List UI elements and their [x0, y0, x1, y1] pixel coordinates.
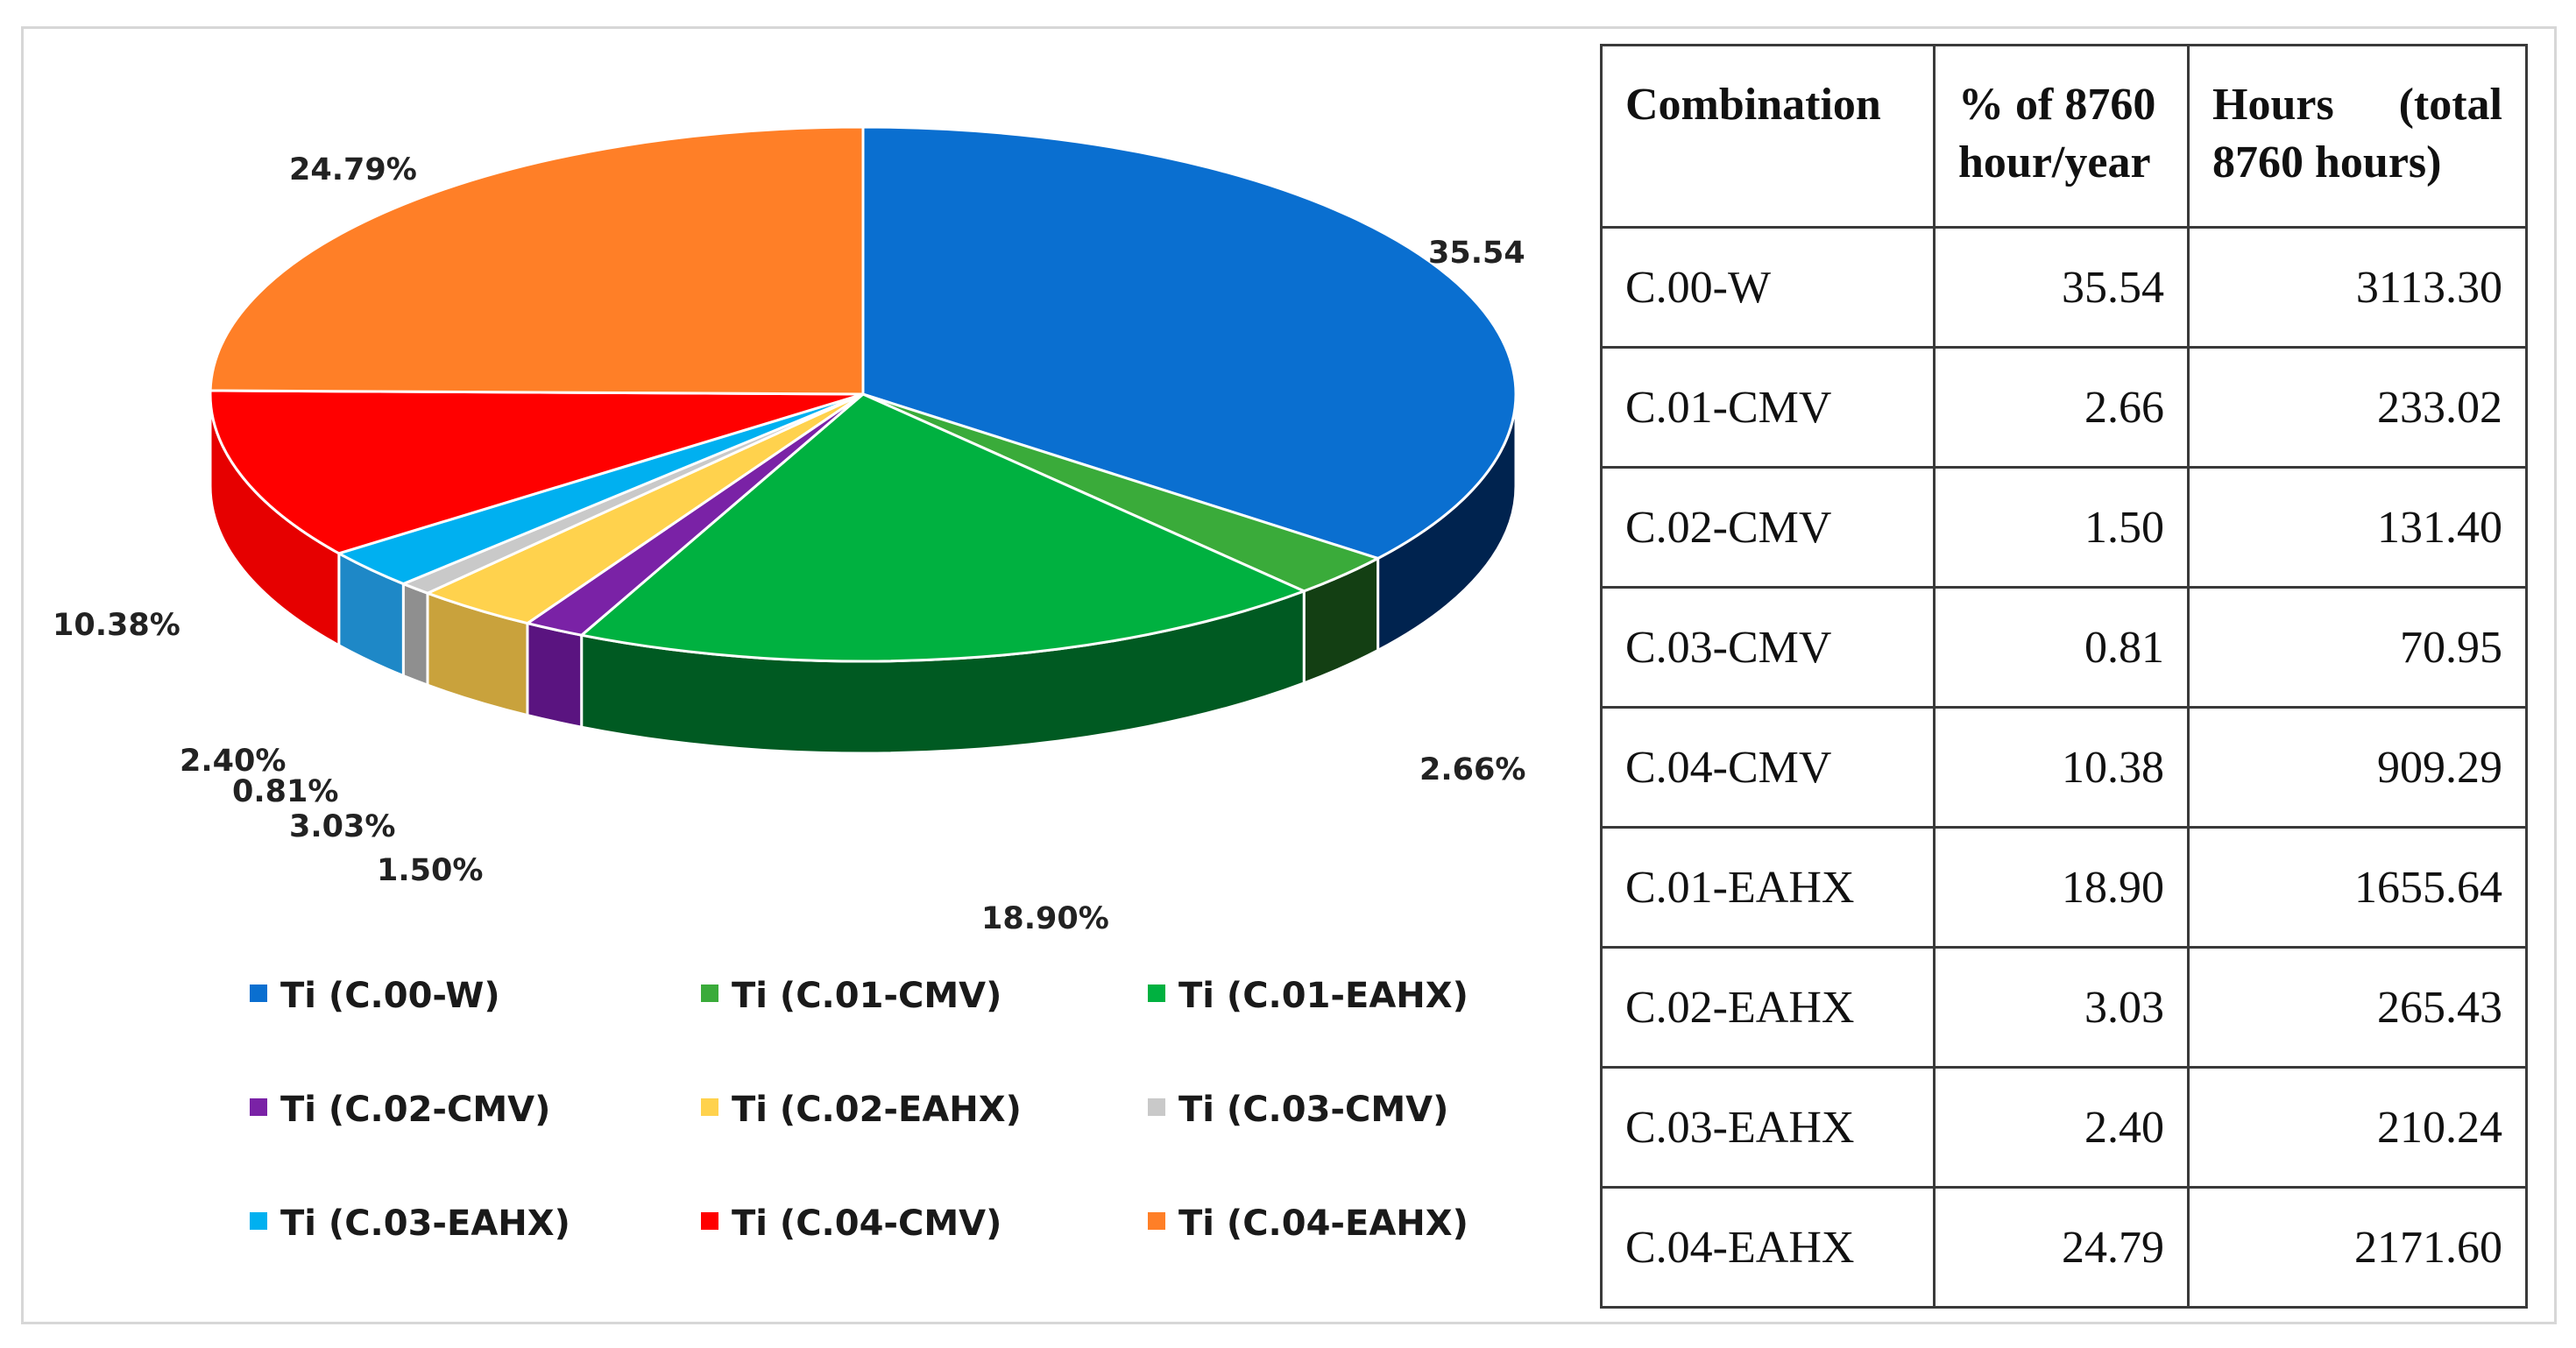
legend-swatch-ti-c-04-eahx	[1148, 1212, 1165, 1230]
pie-slice-ti-c-00-w	[861, 125, 1518, 560]
cell-percent: 18.90	[1933, 826, 2190, 949]
cell-combination: C.02-EAHX	[1600, 946, 1936, 1069]
table-row: C.04-CMV 10.38 909.29	[1600, 706, 2528, 829]
data-table: Combination % of 8760 hour/year Hours (t…	[1600, 44, 2528, 1309]
cell-percent: 3.03	[1933, 946, 2190, 1069]
cell-hours: 2171.60	[2187, 1186, 2528, 1309]
cell-combination: C.00-W	[1600, 226, 1936, 349]
cell-combination: C.04-CMV	[1600, 706, 1936, 829]
cell-percent: 24.79	[1933, 1186, 2190, 1309]
pie-side-ti-c-03-cmv	[401, 582, 429, 688]
cell-hours: 210.24	[2187, 1066, 2528, 1189]
legend-label-ti-c-00-w: Ti (C.00-W)	[280, 976, 500, 1016]
cell-percent: 2.40	[1933, 1066, 2190, 1189]
cell-combination: C.03-EAHX	[1600, 1066, 1936, 1189]
data-label-ti-c-02-eahx: 3.03%	[289, 809, 395, 844]
legend-swatch-ti-c-00-w	[250, 985, 267, 1002]
pie-sides	[209, 393, 1518, 755]
header-combination: Combination	[1600, 44, 1936, 229]
legend-label-ti-c-03-eahx: Ti (C.03-EAHX)	[280, 1203, 570, 1244]
pie-slice-ti-c-01-eahx	[580, 392, 1306, 663]
table-row: C.03-EAHX 2.40 210.24	[1600, 1066, 2528, 1189]
legend-label-ti-c-01-cmv: Ti (C.01-CMV)	[732, 976, 1001, 1016]
cell-hours: 70.95	[2187, 586, 2528, 709]
data-label-ti-c-03-cmv: 0.81%	[232, 774, 338, 809]
table-row: C.01-CMV 2.66 233.02	[1600, 346, 2528, 469]
table-header-row: Combination % of 8760 hour/year Hours (t…	[1600, 44, 2528, 229]
data-label-ti-c-03-eahx: 2.40%	[180, 744, 286, 779]
legend-swatch-ti-c-03-cmv	[1148, 1098, 1165, 1116]
pie-slice-ti-c-04-eahx	[209, 125, 865, 396]
table-row: C.00-W 35.54 3113.30	[1600, 226, 2528, 349]
legend-swatch-ti-c-03-eahx	[250, 1212, 267, 1230]
data-label-ti-c-04-cmv: 10.38%	[53, 608, 180, 643]
legend-swatch-ti-c-04-cmv	[701, 1212, 718, 1230]
legend-label-ti-c-04-eahx: Ti (C.04-EAHX)	[1178, 1203, 1468, 1244]
cell-combination: C.03-CMV	[1600, 586, 1936, 709]
cell-hours: 3113.30	[2187, 226, 2528, 349]
cell-hours: 1655.64	[2187, 826, 2528, 949]
cell-percent: 0.81	[1933, 586, 2190, 709]
table-row: C.01-EAHX 18.90 1655.64	[1600, 826, 2528, 949]
header-hours: Hours (total 8760 hours)	[2187, 44, 2528, 229]
legend-label-ti-c-01-eahx: Ti (C.01-EAHX)	[1178, 976, 1468, 1016]
legend-swatch-ti-c-02-cmv	[250, 1098, 267, 1116]
pie-legend: Ti (C.00-W) Ti (C.01-CMV) Ti (C.01-EAHX) Ti…	[250, 976, 1468, 1244]
data-label-ti-c-01-cmv: 2.66%	[1419, 752, 1525, 787]
legend-label-ti-c-02-cmv: Ti (C.02-CMV)	[280, 1090, 550, 1130]
cell-hours: 233.02	[2187, 346, 2528, 469]
cell-combination: C.04-EAHX	[1600, 1186, 1936, 1309]
table-row: C.02-EAHX 3.03 265.43	[1600, 946, 2528, 1069]
cell-percent: 1.50	[1933, 466, 2190, 589]
data-label-ti-c-02-cmv: 1.50%	[377, 853, 483, 888]
table-row: C.03-CMV 0.81 70.95	[1600, 586, 2528, 709]
cell-hours: 265.43	[2187, 946, 2528, 1069]
pie-labels: 35.54 2.66% 18.90% 1.50% 3.03%0.81%2.40% 10.3…	[53, 152, 1525, 936]
cell-hours: 131.40	[2187, 466, 2528, 589]
legend-swatch-ti-c-02-eahx	[701, 1098, 718, 1116]
table-row: C.02-CMV 1.50 131.40	[1600, 466, 2528, 589]
pie-slice-ti-c-04-cmv	[209, 389, 865, 555]
legend-label-ti-c-04-cmv: Ti (C.04-CMV)	[732, 1203, 1001, 1244]
data-label-ti-c-04-eahx: 24.79%	[289, 152, 417, 187]
table-row: C.04-EAHX 24.79 2171.60	[1600, 1186, 2528, 1309]
cell-percent: 10.38	[1933, 706, 2190, 829]
legend-label-ti-c-02-eahx: Ti (C.02-EAHX)	[732, 1090, 1022, 1130]
legend-swatch-ti-c-01-eahx	[1148, 985, 1165, 1002]
header-percent: % of 8760 hour/year	[1933, 44, 2190, 229]
pie-side-ti-c-02-cmv	[526, 621, 584, 730]
cell-combination: C.01-CMV	[1600, 346, 1936, 469]
cell-hours: 909.29	[2187, 706, 2528, 829]
legend-swatch-ti-c-01-cmv	[701, 985, 718, 1002]
cell-combination: C.01-EAHX	[1600, 826, 1936, 949]
legend-label-ti-c-03-cmv: Ti (C.03-CMV)	[1178, 1090, 1448, 1130]
data-label-ti-c-01-eahx: 18.90%	[981, 901, 1109, 936]
pie-tops	[209, 125, 1518, 663]
data-label-ti-c-00-w: 35.54	[1428, 236, 1525, 271]
cell-combination: C.02-CMV	[1600, 466, 1936, 589]
cell-percent: 2.66	[1933, 346, 2190, 469]
cell-percent: 35.54	[1933, 226, 2190, 349]
